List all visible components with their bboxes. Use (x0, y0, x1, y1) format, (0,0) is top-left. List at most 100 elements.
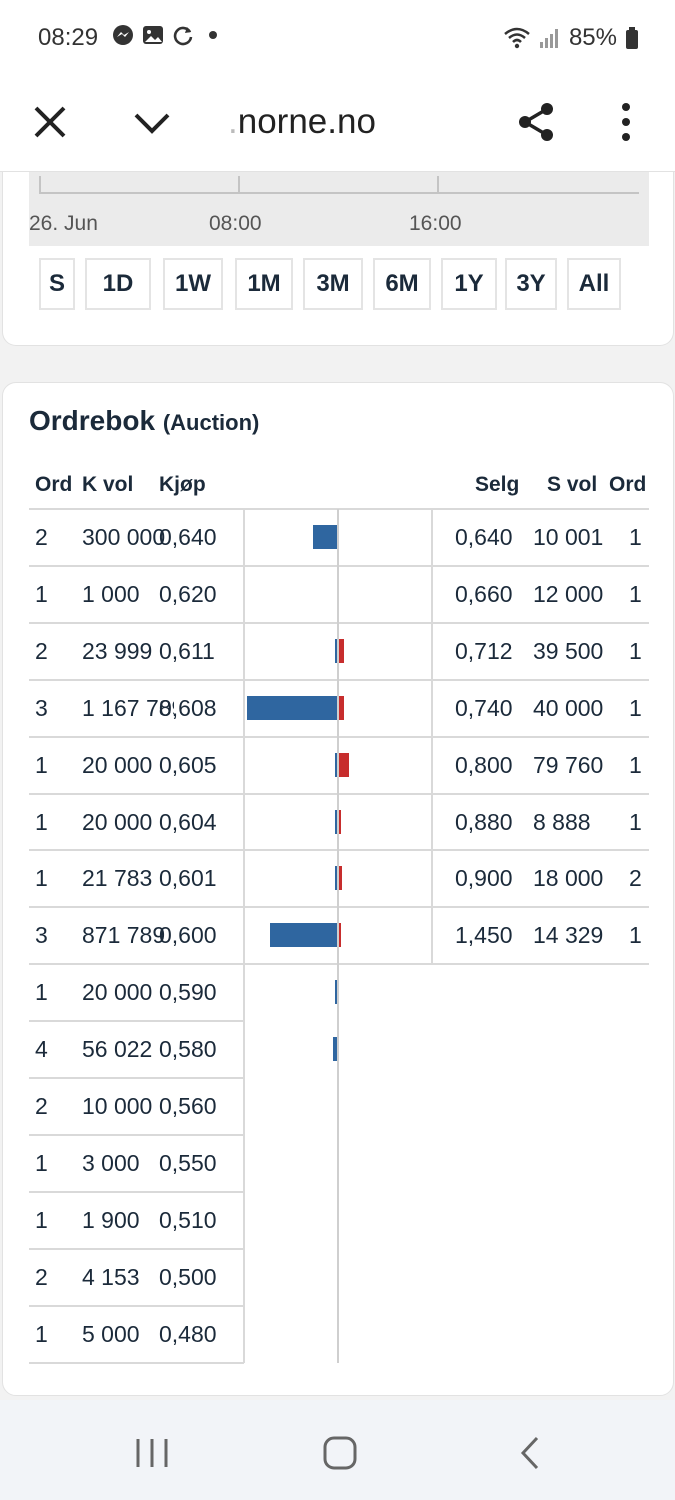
buy-price[interactable]: 0,560 (159, 1093, 217, 1119)
buy-orders[interactable]: 3 (35, 922, 48, 949)
buy-orders[interactable]: 1 (35, 1149, 48, 1176)
buy-price[interactable]: 0,500 (159, 1263, 217, 1290)
buy-orders[interactable]: 1 (35, 580, 48, 607)
buy-price[interactable]: 0,510 (159, 1206, 217, 1233)
range-button-1y[interactable]: 1Y (441, 258, 497, 310)
sell-volume: 8 888 (533, 808, 591, 835)
sell-price[interactable]: 0,660 (455, 580, 513, 607)
close-button[interactable] (20, 92, 80, 152)
row-divider (29, 1077, 244, 1079)
recent-apps-button[interactable] (127, 1428, 177, 1478)
header-sell-price: Selg (475, 473, 520, 496)
buy-orders[interactable]: 1 (35, 808, 48, 835)
system-nav-bar (0, 1400, 675, 1500)
buy-depth-bar (335, 866, 337, 891)
buy-volume: 56 022 (82, 1036, 153, 1063)
row-divider (29, 621, 649, 624)
range-button-s[interactable]: S (39, 258, 75, 310)
range-button-6m[interactable]: 6M (373, 258, 431, 310)
range-button-all[interactable]: All (567, 258, 621, 310)
buy-orders[interactable]: 2 (35, 1263, 48, 1290)
more-button[interactable] (596, 92, 656, 152)
sell-depth-bar (339, 809, 341, 834)
row-divider (29, 1361, 244, 1364)
header-sell-volume: S vol (547, 473, 598, 496)
url-bar[interactable]: .norne.no (228, 94, 376, 150)
buy-orders[interactable]: 2 (35, 637, 48, 664)
buy-price[interactable]: 0,608 (159, 694, 217, 721)
sell-volume: 12 000 (533, 580, 603, 607)
sell-orders: 2 (629, 865, 642, 892)
orderbook-title-text: Ordrebok (29, 405, 156, 436)
buy-orders[interactable]: 2 (35, 1093, 48, 1119)
status-time: 08:29 (38, 24, 99, 51)
gallery-icon (143, 26, 163, 44)
sell-price[interactable]: 0,800 (455, 751, 513, 778)
buy-depth-bar (335, 752, 337, 777)
sell-orders: 1 (629, 637, 642, 664)
sell-price[interactable]: 0,740 (455, 694, 513, 721)
buy-orders[interactable]: 3 (35, 694, 48, 721)
row-divider (29, 906, 649, 909)
buy-depth-bar (312, 525, 337, 549)
sell-orders: 1 (629, 580, 642, 607)
buy-orders[interactable]: 2 (35, 524, 48, 550)
sell-depth-bar (339, 638, 344, 663)
buy-price[interactable]: 0,605 (159, 751, 217, 778)
buy-orders[interactable]: 1 (35, 979, 48, 1006)
range-button-1d[interactable]: 1D (85, 258, 151, 310)
buy-price[interactable]: 0,600 (159, 922, 217, 949)
sell-price[interactable]: 1,450 (455, 922, 513, 949)
row-divider (29, 1020, 244, 1023)
messenger-icon (113, 25, 133, 45)
depth-center-line (337, 509, 339, 1363)
range-button-3m[interactable]: 3M (303, 258, 363, 310)
battery-percent: 85% (568, 24, 617, 51)
row-divider (29, 849, 649, 852)
row-divider (29, 1190, 244, 1193)
buy-volume: 1 000 (82, 580, 140, 607)
share-button[interactable] (506, 92, 566, 152)
back-button[interactable] (505, 1428, 555, 1478)
header-buy-orders: Ord (35, 473, 73, 496)
range-button-1m[interactable]: 1M (235, 258, 293, 310)
buy-orders[interactable]: 1 (35, 1320, 48, 1347)
axis-label: 26. Jun (29, 212, 98, 235)
range-button-3y[interactable]: 3Y (505, 258, 557, 310)
buy-price[interactable]: 0,550 (159, 1149, 217, 1176)
sell-price[interactable]: 0,712 (455, 637, 513, 664)
sell-depth-bar (339, 752, 349, 777)
buy-price[interactable]: 0,611 (159, 637, 215, 664)
home-button[interactable] (315, 1428, 365, 1478)
buy-price[interactable]: 0,580 (159, 1036, 217, 1063)
chart-area (29, 172, 649, 246)
buy-price[interactable]: 0,601 (159, 865, 217, 892)
collapse-button[interactable] (122, 92, 182, 152)
status-notification-icons (112, 24, 224, 46)
status-system: 85% (503, 24, 639, 52)
buy-orders[interactable]: 1 (35, 865, 48, 892)
home-icon (323, 1436, 357, 1470)
buy-orders[interactable]: 4 (35, 1036, 48, 1063)
buy-price[interactable]: 0,604 (159, 808, 217, 835)
buy-volume: 1 900 (82, 1206, 140, 1233)
sell-price[interactable]: 0,640 (455, 524, 513, 550)
buy-price[interactable]: 0,590 (159, 979, 217, 1006)
buy-price[interactable]: 0,640 (159, 524, 217, 550)
buy-depth-bar (335, 638, 337, 663)
sell-orders: 1 (629, 694, 642, 721)
battery-icon (626, 27, 638, 49)
buy-price[interactable]: 0,480 (159, 1320, 217, 1347)
sell-volume: 79 760 (533, 751, 603, 778)
range-button-1w[interactable]: 1W (163, 258, 223, 310)
chart-card: 26. Jun 08:00 16:00 S 1D 1W 1M 3M 6M 1Y … (2, 172, 674, 346)
sell-price[interactable]: 0,880 (455, 808, 513, 835)
buy-volume: 5 000 (82, 1320, 140, 1347)
buy-orders[interactable]: 1 (35, 751, 48, 778)
dot-icon (209, 31, 217, 39)
sell-price[interactable]: 0,900 (455, 865, 513, 892)
buy-orders[interactable]: 1 (35, 1206, 48, 1233)
buy-price[interactable]: 0,620 (159, 580, 217, 607)
buy-depth-bar (335, 980, 337, 1005)
buy-volume: 1 167 789 (82, 694, 174, 721)
